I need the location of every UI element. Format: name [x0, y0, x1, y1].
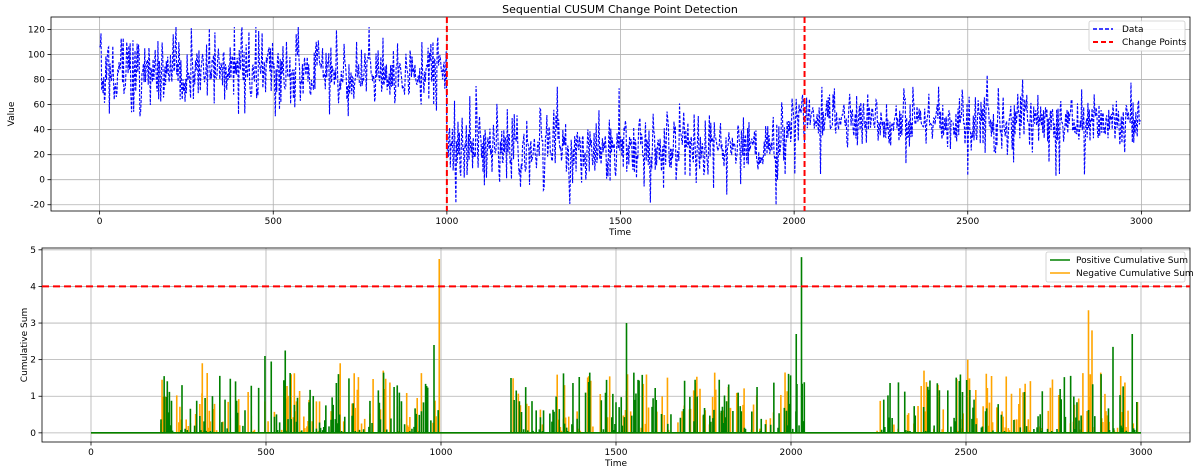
cusum-x-tick-label: 1500: [605, 448, 628, 458]
value-x-tick-label: 2000: [783, 217, 806, 227]
cusum-y-tick-label: 1: [30, 392, 36, 402]
chart-title: Sequential CUSUM Change Point Detection: [502, 3, 738, 16]
cusum-x-tick-label: 500: [257, 448, 274, 458]
cusum-x-tick-label: 3000: [1130, 448, 1153, 458]
cusum-axis-ticks: 0 500 1000 1500 2000 2500 3000 0 1 2 3 4 5: [30, 246, 1152, 458]
value-grid: [51, 17, 1190, 211]
value-legend: Data Change Points: [1088, 20, 1187, 52]
cusum-y-tick-label: 4: [30, 282, 36, 292]
value-y-tick-label: 20: [34, 151, 46, 161]
cusum-legend: Positive Cumulative Sum Negative Cumulat…: [1045, 251, 1194, 283]
cusum-x-tick-label: 0: [88, 448, 94, 458]
value-x-tick-label: 500: [265, 217, 282, 227]
positive-cusum-legend-label: Positive Cumulative Sum: [1076, 256, 1188, 266]
cusum-panel: 0 500 1000 1500 2000 2500 3000 0 1 2 3 4 5 Time Cumu…: [20, 246, 1194, 469]
value-y-axis-label: Value: [7, 101, 17, 126]
cusum-y-axis-label: Cumulative Sum: [20, 308, 30, 382]
positive-cusum-line: [91, 257, 1141, 434]
cusum-x-axis-label: Time: [604, 459, 627, 469]
cusum-y-tick-label: 5: [30, 246, 36, 256]
negative-cusum-legend-label: Negative Cumulative Sum: [1076, 269, 1194, 279]
cusum-x-tick-label: 2000: [780, 448, 803, 458]
value-x-tick-label: 1000: [435, 217, 458, 227]
value-y-tick-label: 80: [34, 76, 46, 86]
cusum-x-tick-label: 1000: [430, 448, 453, 458]
cusum-x-tick-label: 2500: [955, 448, 978, 458]
positive-cusum-series: [91, 257, 1141, 434]
value-x-tick-label: 0: [97, 217, 103, 227]
data-line: [99, 26, 1142, 205]
value-x-tick-label: 3000: [1130, 217, 1153, 227]
value-axis-ticks: 0 500 1000 1500 2000 2500 3000 -20 0 20 40 60 80 100 1…: [28, 26, 1153, 227]
data-series: [99, 26, 1142, 205]
change-points: [445, 17, 806, 211]
value-y-tick-label: 0: [39, 176, 45, 186]
cusum-y-tick-label: 0: [30, 429, 36, 439]
value-x-tick-label: 1500: [609, 217, 632, 227]
cusum-legend-box: [1045, 251, 1186, 283]
cusum-y-tick-label: 2: [30, 356, 36, 366]
value-y-tick-label: 60: [34, 101, 46, 111]
value-y-tick-label: -20: [30, 201, 45, 211]
value-y-tick-label: 100: [28, 51, 45, 61]
data-legend-label: Data: [1122, 25, 1144, 35]
cusum-y-tick-label: 3: [30, 319, 36, 329]
change-points-legend-label: Change Points: [1122, 38, 1187, 48]
value-x-tick-label: 2500: [956, 217, 979, 227]
value-y-tick-label: 40: [34, 126, 46, 136]
value-panel: 0 500 1000 1500 2000 2500 3000 -20 0 20 40 60 80 100 1…: [7, 3, 1191, 238]
value-x-axis-label: Time: [608, 228, 631, 238]
value-y-tick-label: 120: [28, 26, 45, 36]
